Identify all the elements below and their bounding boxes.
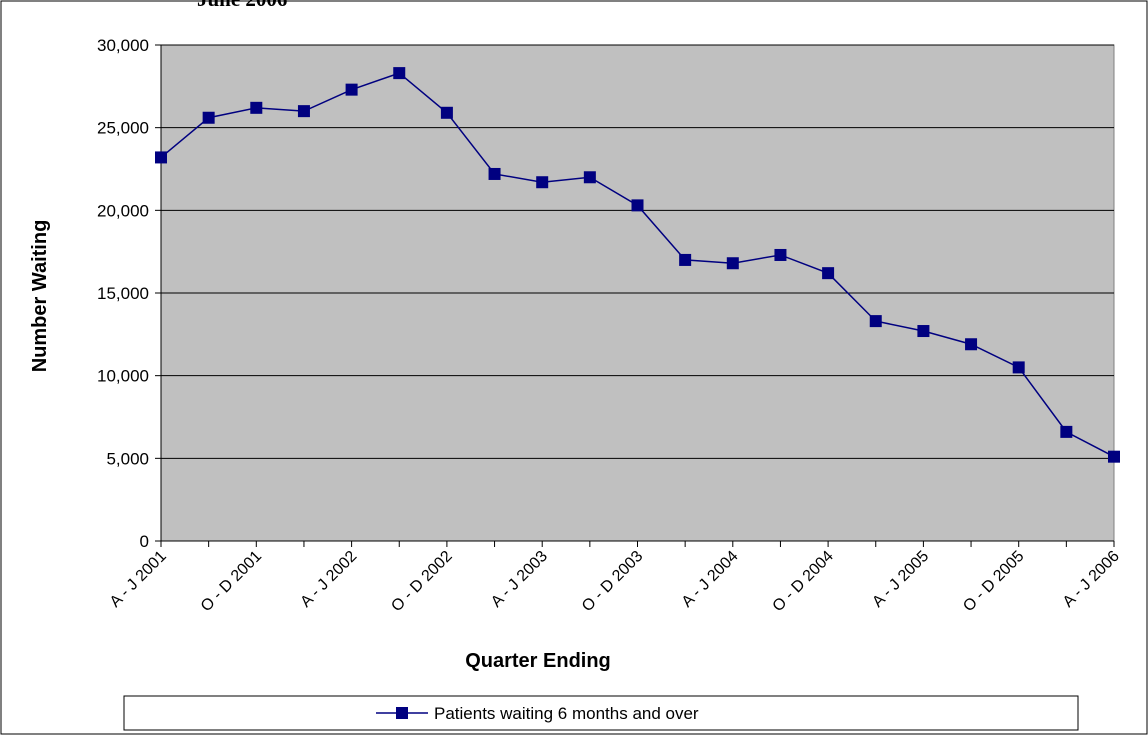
legend-marker — [396, 707, 408, 719]
y-tick-label: 20,000 — [97, 201, 149, 220]
data-point — [822, 267, 835, 280]
legend-box — [123, 695, 1079, 731]
y-axis-title: Number Waiting — [29, 220, 51, 373]
y-tick-label: 15,000 — [97, 284, 149, 303]
data-point — [869, 315, 882, 328]
data-point — [1108, 450, 1120, 463]
data-point — [202, 111, 215, 124]
data-point — [155, 151, 167, 164]
data-point — [774, 248, 787, 261]
gridlines — [161, 44, 1114, 459]
data-point — [726, 257, 739, 270]
y-tick-label: 5,000 — [106, 449, 149, 468]
x-axis-title: Quarter Ending — [465, 650, 611, 672]
data-point — [250, 101, 263, 114]
data-point — [583, 171, 596, 184]
legend: Patients waiting 6 months and over — [123, 695, 1079, 731]
data-point — [965, 338, 978, 351]
data-point — [631, 199, 644, 212]
data-point — [1060, 425, 1073, 438]
y-tick-label: 10,000 — [97, 367, 149, 386]
data-point — [917, 325, 930, 338]
y-tick-label: 30,000 — [97, 36, 149, 55]
data-point — [1012, 361, 1025, 374]
legend-label: Patients waiting 6 months and over — [434, 704, 699, 723]
data-point — [536, 176, 549, 189]
series-layer — [155, 67, 1120, 463]
data-point — [440, 106, 453, 119]
data-point — [345, 83, 358, 96]
data-point — [297, 105, 310, 118]
y-tick-label: 0 — [140, 532, 149, 551]
y-axis-ticks: 0 5,000 10,000 15,000 20,000 25,000 30,000 — [97, 36, 161, 551]
chart-title: June 2006 — [197, 0, 287, 11]
data-point — [393, 67, 406, 80]
y-tick-label: 25,000 — [97, 119, 149, 138]
data-point — [488, 167, 501, 180]
data-point — [679, 253, 692, 266]
